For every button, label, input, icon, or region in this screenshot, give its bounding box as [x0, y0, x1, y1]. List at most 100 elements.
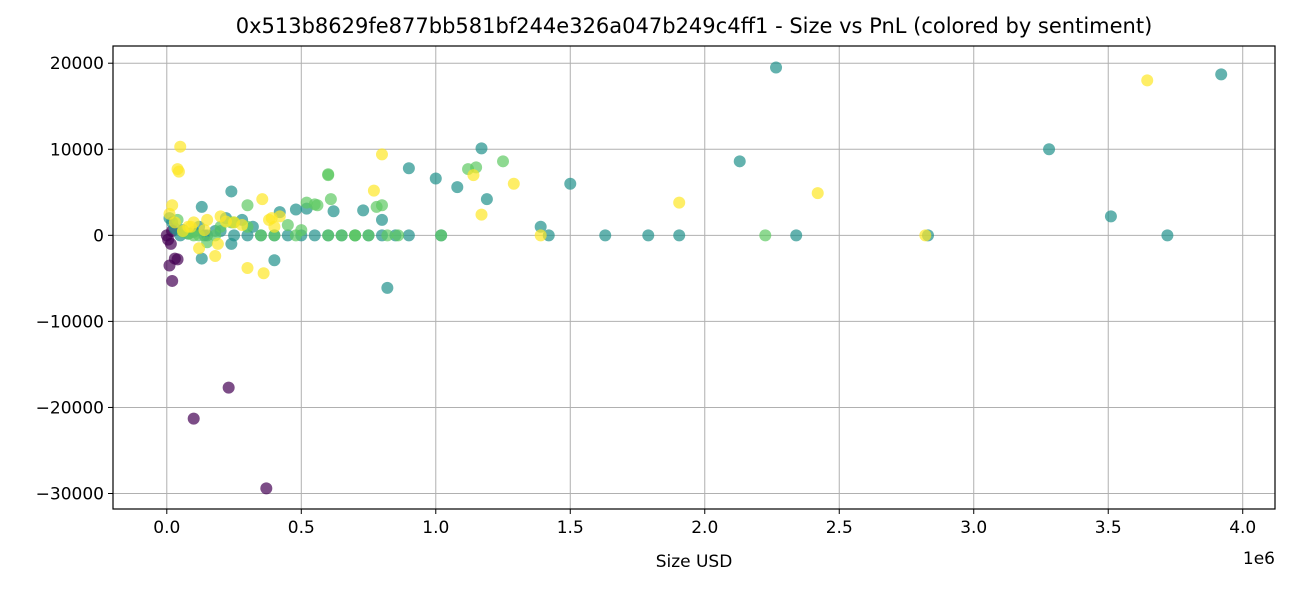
data-point-green — [362, 229, 375, 242]
data-point-teal — [429, 172, 442, 185]
data-point-teal — [673, 229, 686, 242]
data-point-purple — [222, 381, 235, 394]
data-point-yellow — [193, 242, 206, 255]
data-point-teal — [733, 155, 746, 168]
x-tick-label: 2.5 — [826, 518, 853, 538]
x-tick-label: 3.5 — [1095, 518, 1122, 538]
data-point-green — [759, 229, 772, 242]
data-point-teal — [268, 254, 281, 267]
x-tick-label: 3.0 — [960, 518, 987, 538]
y-tick-label: −30000 — [36, 485, 104, 505]
data-point-green — [322, 229, 335, 242]
data-point-teal — [642, 229, 655, 242]
data-point-yellow — [375, 148, 388, 161]
data-point-teal — [1215, 68, 1228, 81]
data-point-yellow — [201, 213, 214, 226]
data-point-green — [335, 229, 348, 242]
data-point-yellow — [185, 220, 198, 233]
data-point-green — [300, 196, 313, 209]
y-tick-label: 20000 — [50, 54, 104, 74]
data-point-teal — [1043, 143, 1056, 156]
data-point-teal — [195, 200, 208, 213]
x-tick-label: 0.0 — [153, 518, 180, 538]
data-point-green — [289, 229, 302, 242]
data-point-teal — [225, 185, 238, 198]
chart-title: 0x513b8629fe877bb581bf244e326a047b249c4f… — [236, 14, 1153, 38]
data-point-purple — [164, 237, 177, 250]
data-point-yellow — [263, 213, 276, 226]
data-point-teal — [357, 204, 370, 217]
x-axis-label: Size USD — [656, 552, 733, 572]
x-tick-label: 1.0 — [422, 518, 449, 538]
data-points — [160, 61, 1228, 495]
data-point-yellow — [534, 229, 547, 242]
data-point-green — [375, 199, 388, 212]
axis-ticks: 0.0 0.5 1.0 1.5 2.0 2.5 3.0 3.5 4.0 −30000 −20000 −… — [36, 54, 1257, 538]
x-tick-label: 2.0 — [691, 518, 718, 538]
data-point-green — [281, 219, 294, 232]
data-point-yellow — [467, 169, 480, 182]
data-point-teal — [308, 229, 321, 242]
data-point-teal — [327, 205, 340, 218]
data-point-teal — [564, 177, 577, 190]
data-point-yellow — [219, 215, 232, 228]
data-point-yellow — [367, 184, 380, 197]
x-axis-offset-label: 1e6 — [1243, 549, 1275, 569]
data-point-teal — [225, 237, 238, 250]
data-point-yellow — [241, 262, 254, 275]
data-point-yellow — [507, 177, 520, 190]
y-tick-label: 0 — [93, 226, 104, 246]
data-point-yellow — [257, 267, 270, 280]
x-tick-label: 4.0 — [1229, 518, 1256, 538]
data-point-teal — [289, 203, 302, 216]
data-point-teal — [381, 281, 394, 294]
data-point-purple — [187, 412, 200, 425]
data-point-teal — [375, 213, 388, 226]
x-tick-label: 0.5 — [288, 518, 315, 538]
data-point-green — [322, 169, 335, 182]
y-tick-label: 10000 — [50, 140, 104, 160]
data-point-teal — [475, 142, 488, 155]
data-point-teal — [1161, 229, 1174, 242]
data-point-green — [241, 199, 254, 212]
data-point-green — [435, 229, 448, 242]
data-point-teal — [402, 229, 415, 242]
data-point-purple — [171, 253, 184, 266]
data-point-teal — [241, 229, 254, 242]
y-tick-label: −10000 — [36, 312, 104, 332]
data-point-teal — [402, 162, 415, 175]
data-point-yellow — [256, 193, 269, 206]
data-point-purple — [166, 274, 179, 287]
data-point-yellow — [273, 210, 286, 223]
data-point-green — [497, 155, 510, 168]
data-point-yellow — [163, 207, 176, 220]
data-point-green — [268, 229, 281, 242]
data-point-yellow — [236, 219, 249, 232]
data-point-yellow — [168, 216, 181, 229]
data-point-yellow — [475, 208, 488, 221]
data-point-yellow — [811, 187, 824, 200]
data-point-yellow — [673, 196, 686, 209]
data-point-yellow — [211, 237, 224, 250]
data-point-yellow — [172, 165, 185, 178]
data-point-green — [349, 229, 362, 242]
plot-frame — [112, 45, 1276, 510]
data-point-green — [311, 199, 324, 212]
data-point-teal — [790, 229, 803, 242]
data-point-teal — [480, 193, 493, 206]
data-point-teal — [599, 229, 612, 242]
data-point-green — [254, 229, 267, 242]
data-point-teal — [195, 252, 208, 265]
data-point-teal — [451, 181, 464, 194]
grid — [113, 46, 1275, 509]
data-point-yellow — [1141, 74, 1154, 87]
data-point-green — [381, 229, 394, 242]
data-point-yellow — [919, 229, 932, 242]
data-point-purple — [260, 482, 273, 495]
x-tick-label: 1.5 — [557, 518, 584, 538]
data-point-yellow — [209, 249, 222, 262]
data-point-teal — [1104, 210, 1117, 223]
data-point-green — [324, 193, 337, 206]
